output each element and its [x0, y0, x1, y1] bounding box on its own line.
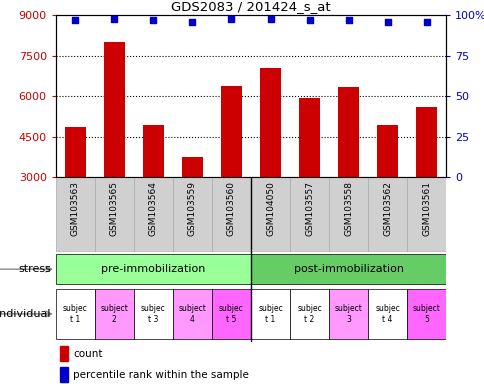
Point — [383, 19, 391, 25]
Text: individual: individual — [0, 309, 51, 319]
Bar — [212, 289, 251, 339]
Text: stress: stress — [18, 264, 51, 274]
Bar — [56, 254, 251, 285]
Bar — [173, 177, 212, 252]
Bar — [289, 177, 329, 252]
Bar — [289, 289, 329, 339]
Bar — [95, 289, 134, 339]
Text: GSM104050: GSM104050 — [265, 181, 274, 236]
Point — [227, 15, 235, 22]
Text: GSM103562: GSM103562 — [382, 181, 392, 236]
Text: subjec
t 4: subjec t 4 — [375, 304, 399, 324]
Bar — [251, 177, 289, 252]
Bar — [407, 177, 445, 252]
Bar — [329, 289, 367, 339]
Text: percentile rank within the sample: percentile rank within the sample — [73, 370, 249, 380]
Bar — [212, 177, 251, 252]
Bar — [142, 125, 164, 177]
Bar — [251, 289, 289, 339]
Text: GSM103565: GSM103565 — [109, 181, 119, 236]
Bar — [376, 125, 397, 177]
Text: subjec
t 1: subjec t 1 — [257, 304, 282, 324]
Bar — [182, 157, 203, 177]
Point — [110, 15, 118, 22]
Text: subject
2: subject 2 — [100, 304, 128, 324]
Point — [149, 17, 157, 23]
Bar — [337, 87, 359, 177]
Text: subjec
t 5: subjec t 5 — [219, 304, 243, 324]
Point — [188, 19, 196, 25]
Bar — [367, 177, 407, 252]
Text: subjec
t 2: subjec t 2 — [297, 304, 321, 324]
Bar — [134, 177, 173, 252]
Bar — [56, 177, 95, 252]
Title: GDS2083 / 201424_s_at: GDS2083 / 201424_s_at — [171, 0, 330, 13]
Text: count: count — [73, 349, 103, 359]
Bar — [415, 107, 437, 177]
Point — [422, 19, 430, 25]
Bar — [64, 127, 86, 177]
Bar — [259, 68, 281, 177]
Text: subject
3: subject 3 — [334, 304, 362, 324]
Text: pre-immobilization: pre-immobilization — [101, 264, 205, 274]
Bar — [367, 289, 407, 339]
Text: subject
5: subject 5 — [412, 304, 439, 324]
Bar — [60, 367, 68, 382]
Text: GSM103557: GSM103557 — [304, 181, 314, 236]
Bar — [173, 289, 212, 339]
Point — [266, 15, 274, 22]
Text: subjec
t 1: subjec t 1 — [63, 304, 88, 324]
Text: GSM103559: GSM103559 — [187, 181, 197, 236]
Text: GSM103564: GSM103564 — [149, 181, 158, 236]
Text: GSM103563: GSM103563 — [71, 181, 80, 236]
Bar — [407, 289, 445, 339]
Point — [344, 17, 352, 23]
Text: GSM103558: GSM103558 — [343, 181, 352, 236]
Bar — [329, 177, 367, 252]
Point — [305, 17, 313, 23]
Bar — [60, 346, 68, 361]
Bar — [220, 86, 242, 177]
Bar — [298, 98, 319, 177]
Bar — [134, 289, 173, 339]
Text: subjec
t 3: subjec t 3 — [141, 304, 166, 324]
Text: GSM103560: GSM103560 — [227, 181, 236, 236]
Bar — [95, 177, 134, 252]
Text: subject
4: subject 4 — [178, 304, 206, 324]
Bar — [56, 289, 95, 339]
Point — [71, 17, 79, 23]
Text: post-immobilization: post-immobilization — [293, 264, 403, 274]
Text: GSM103561: GSM103561 — [421, 181, 430, 236]
Bar — [251, 254, 445, 285]
Bar — [104, 42, 125, 177]
